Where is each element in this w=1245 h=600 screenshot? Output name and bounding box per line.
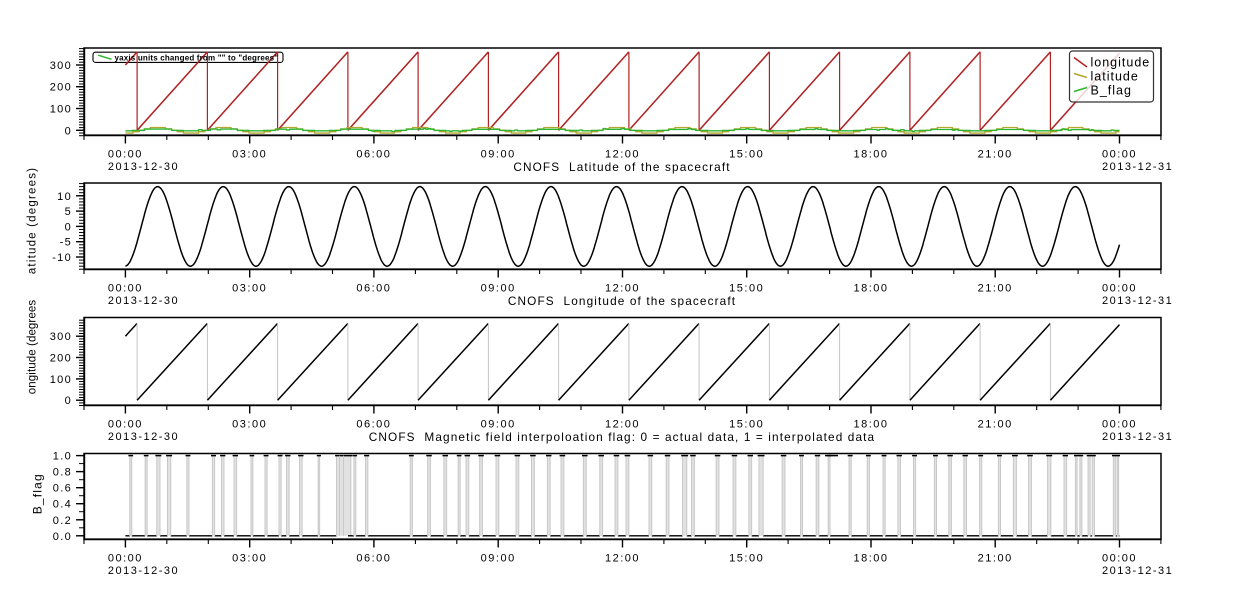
svg-text:0.8: 0.8 <box>53 467 72 479</box>
svg-text:0: 0 <box>65 125 72 137</box>
svg-text:00:00: 00:00 <box>1102 283 1137 295</box>
svg-text:2013-12-30: 2013-12-30 <box>108 161 179 173</box>
svg-text:200: 200 <box>50 353 72 365</box>
svg-text:yaxis units changed from "" to: yaxis units changed from "" to "degrees" <box>115 53 279 62</box>
svg-text:2013-12-30: 2013-12-30 <box>108 565 179 577</box>
svg-text:longitude: longitude <box>1091 56 1151 70</box>
svg-text:18:00: 18:00 <box>853 283 888 295</box>
svg-text:00:00: 00:00 <box>1102 419 1137 431</box>
svg-text:09:00: 09:00 <box>481 419 516 431</box>
svg-text:09:00: 09:00 <box>481 553 516 565</box>
svg-text:03:00: 03:00 <box>232 419 267 431</box>
svg-text:06:00: 06:00 <box>356 149 391 161</box>
svg-text:atitude (degrees): atitude (degrees) <box>27 167 39 274</box>
svg-text:2013-12-31: 2013-12-31 <box>1102 565 1173 577</box>
svg-text:06:00: 06:00 <box>356 419 391 431</box>
svg-text:09:00: 09:00 <box>481 149 516 161</box>
svg-text:latitude: latitude <box>1091 70 1139 84</box>
svg-text:00:00: 00:00 <box>108 283 143 295</box>
svg-text:15:00: 15:00 <box>729 419 764 431</box>
svg-text:12:00: 12:00 <box>605 419 640 431</box>
svg-text:00:00: 00:00 <box>108 553 143 565</box>
svg-text:1.0: 1.0 <box>53 451 72 463</box>
svg-text:03:00: 03:00 <box>232 149 267 161</box>
svg-text:10: 10 <box>57 191 72 203</box>
svg-text:06:00: 06:00 <box>356 283 391 295</box>
svg-text:0.4: 0.4 <box>53 499 72 511</box>
svg-text:21:00: 21:00 <box>978 283 1013 295</box>
svg-text:12:00: 12:00 <box>605 149 640 161</box>
svg-text:300: 300 <box>50 331 72 343</box>
svg-text:03:00: 03:00 <box>232 553 267 565</box>
svg-text:100: 100 <box>50 374 72 386</box>
svg-text:00:00: 00:00 <box>108 419 143 431</box>
svg-text:CNOFS Latitude of the spacecr: CNOFS Latitude of the spacecraft <box>513 160 730 174</box>
svg-text:21:00: 21:00 <box>978 419 1013 431</box>
svg-text:5: 5 <box>65 206 72 218</box>
svg-text:12:00: 12:00 <box>605 553 640 565</box>
svg-text:00:00: 00:00 <box>108 149 143 161</box>
svg-text:12:00: 12:00 <box>605 283 640 295</box>
svg-text:2013-12-31: 2013-12-31 <box>1102 161 1173 173</box>
svg-text:2013-12-31: 2013-12-31 <box>1102 295 1173 307</box>
svg-text:2013-12-30: 2013-12-30 <box>108 295 179 307</box>
svg-text:0.6: 0.6 <box>53 483 72 495</box>
svg-text:03:00: 03:00 <box>232 283 267 295</box>
svg-text:18:00: 18:00 <box>853 553 888 565</box>
svg-text:-10: -10 <box>52 252 72 264</box>
svg-text:00:00: 00:00 <box>1102 553 1137 565</box>
svg-text:06:00: 06:00 <box>356 553 391 565</box>
svg-text:-5: -5 <box>60 237 72 249</box>
svg-text:CNOFS Magnetic field interpol: CNOFS Magnetic field interpoloation flag… <box>369 430 876 444</box>
svg-text:0: 0 <box>65 395 72 407</box>
svg-text:0.2: 0.2 <box>53 515 72 527</box>
svg-text:15:00: 15:00 <box>729 149 764 161</box>
svg-text:21:00: 21:00 <box>978 149 1013 161</box>
svg-text:300: 300 <box>50 60 72 72</box>
svg-text:21:00: 21:00 <box>978 553 1013 565</box>
svg-text:0: 0 <box>65 221 72 233</box>
svg-text:18:00: 18:00 <box>853 419 888 431</box>
svg-text:09:00: 09:00 <box>481 283 516 295</box>
svg-text:ongitude (degrees: ongitude (degrees <box>27 300 39 395</box>
svg-text:2013-12-30: 2013-12-30 <box>108 431 179 443</box>
svg-text:CNOFS Longitude of the spacec: CNOFS Longitude of the spacecraft <box>508 294 736 308</box>
svg-text:18:00: 18:00 <box>853 149 888 161</box>
svg-text:200: 200 <box>50 82 72 94</box>
svg-text:0.0: 0.0 <box>53 531 72 543</box>
svg-text:100: 100 <box>50 104 72 116</box>
svg-text:15:00: 15:00 <box>729 553 764 565</box>
svg-text:00:00: 00:00 <box>1102 149 1137 161</box>
svg-text:B_flag: B_flag <box>1091 84 1132 98</box>
svg-text:2013-12-31: 2013-12-31 <box>1102 431 1173 443</box>
svg-text:15:00: 15:00 <box>729 283 764 295</box>
svg-text:B_flag: B_flag <box>31 473 45 514</box>
